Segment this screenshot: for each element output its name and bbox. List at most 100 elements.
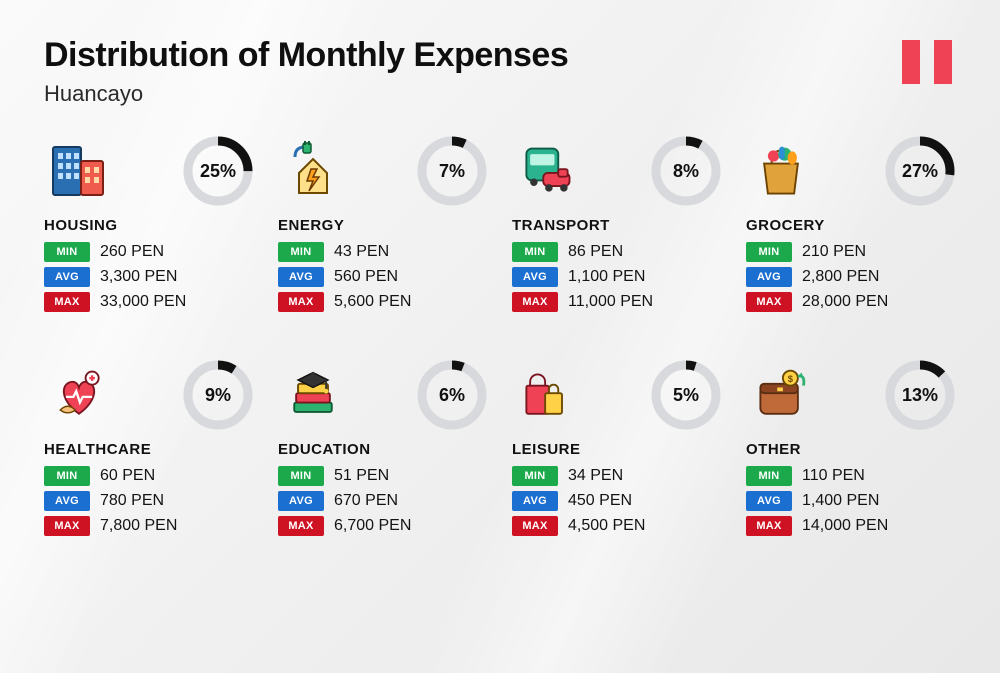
category-name: LEISURE xyxy=(512,441,722,458)
category-name: HOUSING xyxy=(44,217,254,234)
min-value: 260 PEN xyxy=(100,243,164,261)
transport-icon xyxy=(512,136,582,206)
min-tag: MIN xyxy=(512,466,558,486)
stat-row-max: MAX 28,000 PEN xyxy=(746,292,956,312)
stat-row-avg: AVG 3,300 PEN xyxy=(44,267,254,287)
stat-row-min: MIN 210 PEN xyxy=(746,242,956,262)
avg-tag: AVG xyxy=(512,267,558,287)
category-grid: 25% HOUSING MIN 260 PEN AVG 3,300 PEN MA… xyxy=(44,135,956,541)
avg-tag: AVG xyxy=(44,267,90,287)
percent-ring: 13% xyxy=(884,359,956,431)
category-name: EDUCATION xyxy=(278,441,488,458)
percent-label: 5% xyxy=(650,359,722,431)
stat-row-min: MIN 34 PEN xyxy=(512,466,722,486)
stat-row-max: MAX 7,800 PEN xyxy=(44,516,254,536)
max-value: 33,000 PEN xyxy=(100,293,186,311)
percent-ring: 6% xyxy=(416,359,488,431)
percent-label: 13% xyxy=(884,359,956,431)
category-name: HEALTHCARE xyxy=(44,441,254,458)
stat-row-max: MAX 6,700 PEN xyxy=(278,516,488,536)
avg-value: 560 PEN xyxy=(334,268,398,286)
max-tag: MAX xyxy=(512,516,558,536)
min-value: 210 PEN xyxy=(802,243,866,261)
header: Distribution of Monthly Expenses Huancay… xyxy=(44,36,956,107)
stat-row-max: MAX 33,000 PEN xyxy=(44,292,254,312)
stat-row-max: MAX 5,600 PEN xyxy=(278,292,488,312)
category-card-transport: 8% TRANSPORT MIN 86 PEN AVG 1,100 PEN MA… xyxy=(512,135,722,317)
max-value: 7,800 PEN xyxy=(100,517,177,535)
avg-tag: AVG xyxy=(746,267,792,287)
max-value: 5,600 PEN xyxy=(334,293,411,311)
min-tag: MIN xyxy=(44,242,90,262)
leisure-icon xyxy=(512,360,582,430)
min-value: 60 PEN xyxy=(100,467,155,485)
stat-row-max: MAX 4,500 PEN xyxy=(512,516,722,536)
avg-tag: AVG xyxy=(44,491,90,511)
stat-row-min: MIN 86 PEN xyxy=(512,242,722,262)
percent-label: 8% xyxy=(650,135,722,207)
max-value: 4,500 PEN xyxy=(568,517,645,535)
max-tag: MAX xyxy=(278,292,324,312)
category-card-healthcare: 9% HEALTHCARE MIN 60 PEN AVG 780 PEN MAX… xyxy=(44,359,254,541)
stat-row-min: MIN 260 PEN xyxy=(44,242,254,262)
min-tag: MIN xyxy=(512,242,558,262)
avg-value: 670 PEN xyxy=(334,492,398,510)
stat-row-avg: AVG 560 PEN xyxy=(278,267,488,287)
stat-row-avg: AVG 450 PEN xyxy=(512,491,722,511)
min-value: 51 PEN xyxy=(334,467,389,485)
housing-icon xyxy=(44,136,114,206)
stat-row-max: MAX 14,000 PEN xyxy=(746,516,956,536)
grocery-icon xyxy=(746,136,816,206)
percent-ring: 9% xyxy=(182,359,254,431)
stat-row-avg: AVG 2,800 PEN xyxy=(746,267,956,287)
max-tag: MAX xyxy=(746,516,792,536)
healthcare-icon xyxy=(44,360,114,430)
page-title: Distribution of Monthly Expenses xyxy=(44,36,568,75)
stat-row-min: MIN 43 PEN xyxy=(278,242,488,262)
percent-ring: 8% xyxy=(650,135,722,207)
stat-row-max: MAX 11,000 PEN xyxy=(512,292,722,312)
max-tag: MAX xyxy=(278,516,324,536)
category-name: ENERGY xyxy=(278,217,488,234)
category-name: TRANSPORT xyxy=(512,217,722,234)
min-tag: MIN xyxy=(278,242,324,262)
stat-row-min: MIN 51 PEN xyxy=(278,466,488,486)
min-value: 86 PEN xyxy=(568,243,623,261)
category-card-grocery: 27% GROCERY MIN 210 PEN AVG 2,800 PEN MA… xyxy=(746,135,956,317)
stat-row-avg: AVG 780 PEN xyxy=(44,491,254,511)
avg-value: 3,300 PEN xyxy=(100,268,177,286)
avg-value: 1,100 PEN xyxy=(568,268,645,286)
percent-ring: 25% xyxy=(182,135,254,207)
max-value: 6,700 PEN xyxy=(334,517,411,535)
energy-icon xyxy=(278,136,348,206)
min-value: 43 PEN xyxy=(334,243,389,261)
avg-value: 780 PEN xyxy=(100,492,164,510)
stat-row-avg: AVG 670 PEN xyxy=(278,491,488,511)
percent-label: 6% xyxy=(416,359,488,431)
education-icon xyxy=(278,360,348,430)
peru-flag-icon xyxy=(902,40,952,84)
avg-tag: AVG xyxy=(278,267,324,287)
max-tag: MAX xyxy=(44,516,90,536)
other-icon: $ xyxy=(746,360,816,430)
percent-ring: 5% xyxy=(650,359,722,431)
avg-value: 1,400 PEN xyxy=(802,492,879,510)
stat-row-avg: AVG 1,400 PEN xyxy=(746,491,956,511)
avg-value: 2,800 PEN xyxy=(802,268,879,286)
page-subtitle: Huancayo xyxy=(44,81,568,107)
min-value: 34 PEN xyxy=(568,467,623,485)
percent-label: 7% xyxy=(416,135,488,207)
min-tag: MIN xyxy=(44,466,90,486)
stat-row-min: MIN 110 PEN xyxy=(746,466,956,486)
max-tag: MAX xyxy=(746,292,792,312)
percent-label: 25% xyxy=(182,135,254,207)
min-tag: MIN xyxy=(746,466,792,486)
min-tag: MIN xyxy=(278,466,324,486)
category-card-leisure: 5% LEISURE MIN 34 PEN AVG 450 PEN MAX 4,… xyxy=(512,359,722,541)
max-value: 11,000 PEN xyxy=(568,293,653,311)
percent-label: 27% xyxy=(884,135,956,207)
max-tag: MAX xyxy=(512,292,558,312)
avg-tag: AVG xyxy=(746,491,792,511)
percent-label: 9% xyxy=(182,359,254,431)
category-name: GROCERY xyxy=(746,217,956,234)
